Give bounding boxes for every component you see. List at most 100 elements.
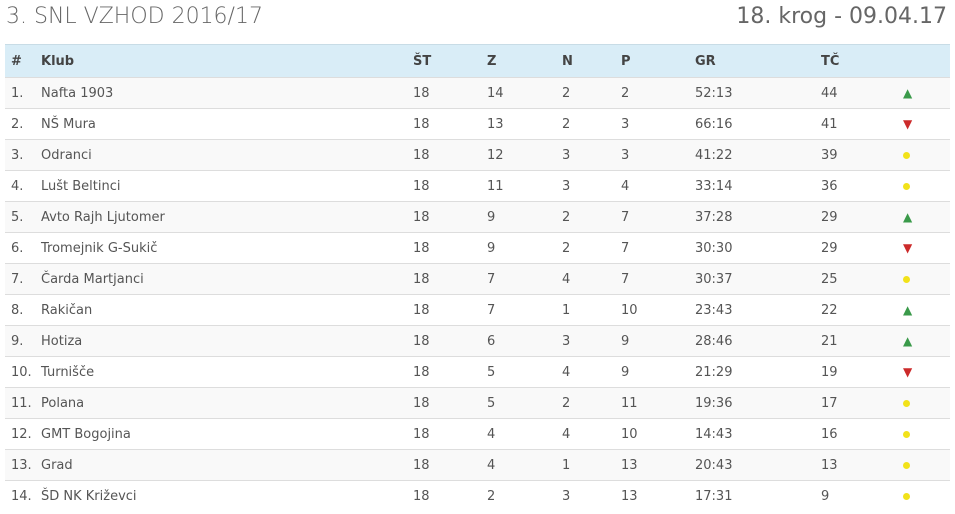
draws: 3 bbox=[562, 480, 621, 511]
goals: 66:16 bbox=[695, 108, 821, 140]
draws: 2 bbox=[562, 232, 621, 264]
position: 11. bbox=[5, 387, 41, 419]
goals: 41:22 bbox=[695, 139, 821, 171]
table-row: 11. Polana 18 5 2 11 19:36 17 bbox=[5, 387, 950, 419]
goals: 33:14 bbox=[695, 170, 821, 202]
table-row: 3. Odranci 18 12 3 3 41:22 39 bbox=[5, 139, 950, 171]
points: 13 bbox=[821, 449, 903, 481]
draws: 1 bbox=[562, 449, 621, 481]
table-row: 14. ŠD NK Križevci 18 2 3 13 17:31 9 bbox=[5, 480, 950, 511]
standings-table: # Klub ŠT Z N P GR TČ 1. Nafta 1903 18 14 2 2… bbox=[5, 44, 950, 511]
played: 18 bbox=[413, 232, 487, 264]
table-row: 7. Čarda Martjanci 18 7 4 7 30:37 25 bbox=[5, 263, 950, 295]
club-name: Avto Rajh Ljutomer bbox=[41, 201, 413, 233]
played: 18 bbox=[413, 325, 487, 357]
goals: 21:29 bbox=[695, 356, 821, 388]
position: 10. bbox=[5, 356, 41, 388]
club-name: ŠD NK Križevci bbox=[41, 480, 413, 511]
position: 12. bbox=[5, 418, 41, 450]
wins: 13 bbox=[487, 108, 562, 140]
played: 18 bbox=[413, 449, 487, 481]
table-row: 13. Grad 18 4 1 13 20:43 13 bbox=[5, 449, 950, 481]
col-losses: P bbox=[621, 44, 695, 78]
goals: 52:13 bbox=[695, 77, 821, 109]
round-date: 18. krog - 09.04.17 bbox=[736, 4, 947, 29]
wins: 4 bbox=[487, 418, 562, 450]
points: 25 bbox=[821, 263, 903, 295]
losses: 9 bbox=[621, 325, 695, 357]
played: 18 bbox=[413, 170, 487, 202]
draws: 2 bbox=[562, 201, 621, 233]
losses: 13 bbox=[621, 480, 695, 511]
points: 36 bbox=[821, 170, 903, 202]
position: 6. bbox=[5, 232, 41, 264]
wins: 7 bbox=[487, 294, 562, 326]
wins: 2 bbox=[487, 480, 562, 511]
wins: 9 bbox=[487, 201, 562, 233]
goals: 19:36 bbox=[695, 387, 821, 419]
dot-icon bbox=[903, 461, 910, 469]
club-name: Lušt Beltinci bbox=[41, 170, 413, 202]
trend-cell bbox=[903, 418, 950, 450]
club-name: Hotiza bbox=[41, 325, 413, 357]
position: 7. bbox=[5, 263, 41, 295]
played: 18 bbox=[413, 201, 487, 233]
losses: 13 bbox=[621, 449, 695, 481]
goals: 30:37 bbox=[695, 263, 821, 295]
position: 2. bbox=[5, 108, 41, 140]
points: 9 bbox=[821, 480, 903, 511]
position: 14. bbox=[5, 480, 41, 511]
club-name: Grad bbox=[41, 449, 413, 481]
col-trend bbox=[903, 44, 950, 78]
points: 17 bbox=[821, 387, 903, 419]
played: 18 bbox=[413, 480, 487, 511]
played: 18 bbox=[413, 77, 487, 109]
wins: 9 bbox=[487, 232, 562, 264]
points: 29 bbox=[821, 201, 903, 233]
position: 5. bbox=[5, 201, 41, 233]
wins: 11 bbox=[487, 170, 562, 202]
dot-icon bbox=[903, 151, 910, 159]
played: 18 bbox=[413, 263, 487, 295]
points: 29 bbox=[821, 232, 903, 264]
points: 16 bbox=[821, 418, 903, 450]
played: 18 bbox=[413, 294, 487, 326]
col-club: Klub bbox=[41, 44, 413, 78]
trend-cell bbox=[903, 449, 950, 481]
draws: 3 bbox=[562, 170, 621, 202]
trend-cell bbox=[903, 170, 950, 202]
table-row: 4. Lušt Beltinci 18 11 3 4 33:14 36 bbox=[5, 170, 950, 202]
table-row: 8. Rakičan 18 7 1 10 23:43 22 ▲ bbox=[5, 294, 950, 326]
points: 21 bbox=[821, 325, 903, 357]
position: 1. bbox=[5, 77, 41, 109]
trend-cell: ▲ bbox=[903, 325, 950, 357]
col-wins: Z bbox=[487, 44, 562, 78]
played: 18 bbox=[413, 418, 487, 450]
table-row: 2. NŠ Mura 18 13 2 3 66:16 41 ▼ bbox=[5, 108, 950, 140]
col-points: TČ bbox=[821, 44, 903, 78]
club-name: Polana bbox=[41, 387, 413, 419]
points: 19 bbox=[821, 356, 903, 388]
col-pos: # bbox=[5, 44, 41, 78]
position: 4. bbox=[5, 170, 41, 202]
dot-icon bbox=[903, 399, 910, 407]
wins: 4 bbox=[487, 449, 562, 481]
col-played: ŠT bbox=[413, 44, 487, 78]
table-row: 10. Turnišče 18 5 4 9 21:29 19 ▼ bbox=[5, 356, 950, 388]
goals: 30:30 bbox=[695, 232, 821, 264]
trend-cell bbox=[903, 387, 950, 419]
club-name: NŠ Mura bbox=[41, 108, 413, 140]
draws: 2 bbox=[562, 387, 621, 419]
losses: 2 bbox=[621, 77, 695, 109]
wins: 5 bbox=[487, 387, 562, 419]
dot-icon bbox=[903, 492, 910, 500]
played: 18 bbox=[413, 108, 487, 140]
draws: 4 bbox=[562, 263, 621, 295]
goals: 28:46 bbox=[695, 325, 821, 357]
points: 39 bbox=[821, 139, 903, 171]
table-row: 1. Nafta 1903 18 14 2 2 52:13 44 ▲ bbox=[5, 77, 950, 109]
table-row: 5. Avto Rajh Ljutomer 18 9 2 7 37:28 29 ▲ bbox=[5, 201, 950, 233]
wins: 7 bbox=[487, 263, 562, 295]
club-name: GMT Bogojina bbox=[41, 418, 413, 450]
table-header: # Klub ŠT Z N P GR TČ bbox=[5, 44, 950, 78]
